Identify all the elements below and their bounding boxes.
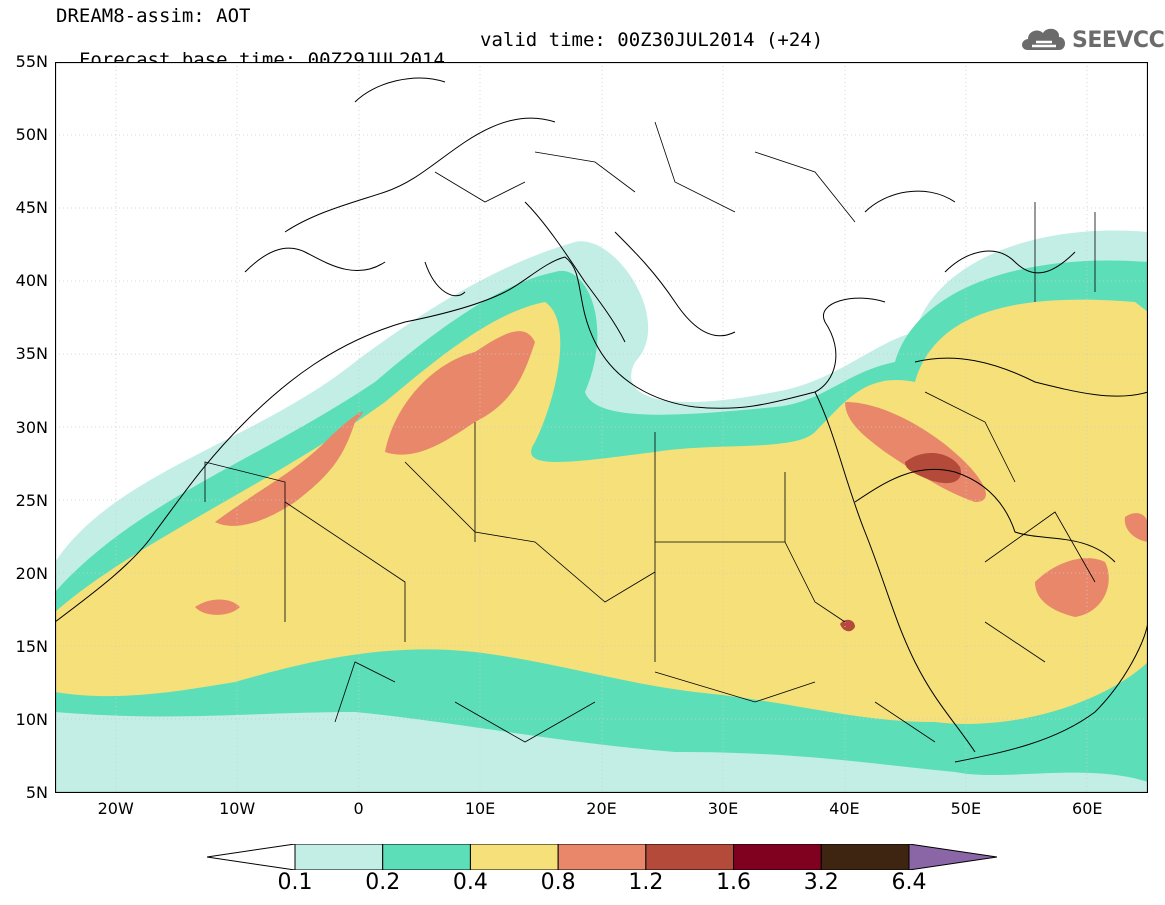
colorbar-tick-label: 0.2: [365, 870, 401, 895]
lon-tick-label: 30E: [707, 799, 739, 818]
lon-tick-label: 20E: [586, 799, 617, 818]
aot-map: [55, 62, 1148, 793]
lat-tick-label: 10N: [15, 709, 48, 729]
lat-tick-label: 25N: [15, 490, 48, 510]
colorbar-box: [382, 844, 471, 870]
lon-tick-label: 40E: [829, 799, 860, 818]
aot-contour-1.2-gulf: [905, 452, 961, 484]
lon-tick-label: 50E: [950, 799, 982, 818]
colorbar-tick-label: 0.8: [540, 870, 576, 895]
coastlines: [55, 77, 1148, 763]
valid-time-label: valid time: 00Z30JUL2014 (+24): [480, 29, 824, 51]
colorbar-max-arrow: [908, 844, 997, 870]
lat-tick-label: 15N: [15, 636, 48, 656]
lat-tick-label: 45N: [15, 198, 48, 218]
lat-tick-label: 35N: [15, 344, 48, 364]
lon-tick-label: 60E: [1072, 799, 1103, 818]
colorbar-box: [820, 844, 910, 870]
lat-tick-label: 55N: [15, 52, 48, 71]
aot-contour-0.8-sahel: [195, 599, 240, 615]
aot-contour-0.8-arabia: [1035, 558, 1109, 617]
lat-tick-label: 30N: [15, 417, 48, 437]
colorbar-tick-label: 6.4: [891, 870, 927, 895]
aot-contour-0.8-east: [1124, 513, 1148, 542]
aot-contour-1.2-eritrea: [840, 619, 855, 632]
aot-contour-0.8-algeria: [385, 331, 535, 455]
lon-tick-label: 10E: [464, 799, 496, 818]
cloud-icon: [1022, 28, 1065, 50]
lat-tick-label: 5N: [25, 783, 48, 802]
seevccc-logo: SEEVCCC: [1018, 22, 1165, 56]
lon-tick-label: 10W: [219, 799, 256, 818]
aot-field: [55, 62, 1148, 793]
colorbar-tick-label: 1.2: [628, 870, 664, 895]
lat-tick-label: 40N: [15, 271, 48, 291]
colorbar-tick-label: 0.4: [452, 870, 488, 895]
aot-contour-0.4: [55, 299, 1148, 724]
colorbar: [207, 844, 997, 870]
aot-contour-0.8-west: [215, 411, 364, 526]
colorbar-box: [294, 844, 384, 870]
colorbar-box: [645, 844, 735, 870]
colorbar-tick-label: 1.6: [716, 870, 752, 895]
lon-tick-label: 0: [353, 799, 364, 818]
lat-tick-label: 20N: [15, 563, 48, 583]
colorbar-min-arrow: [207, 844, 296, 870]
colorbar-box: [469, 844, 559, 870]
colorbar-tick-label: 0.1: [277, 870, 313, 895]
map-title: DREAM8-assim: AOT: [56, 5, 251, 27]
colorbar-tick-label: 3.2: [803, 870, 839, 895]
map-border: [55, 62, 1148, 793]
colorbar-box: [733, 844, 822, 870]
country-borders: [204, 121, 1096, 743]
colorbar-box: [557, 844, 647, 870]
logo-text: SEEVCCC: [1072, 28, 1165, 53]
lat-tick-label: 50N: [15, 125, 48, 145]
lon-tick-label: 20W: [97, 799, 134, 818]
